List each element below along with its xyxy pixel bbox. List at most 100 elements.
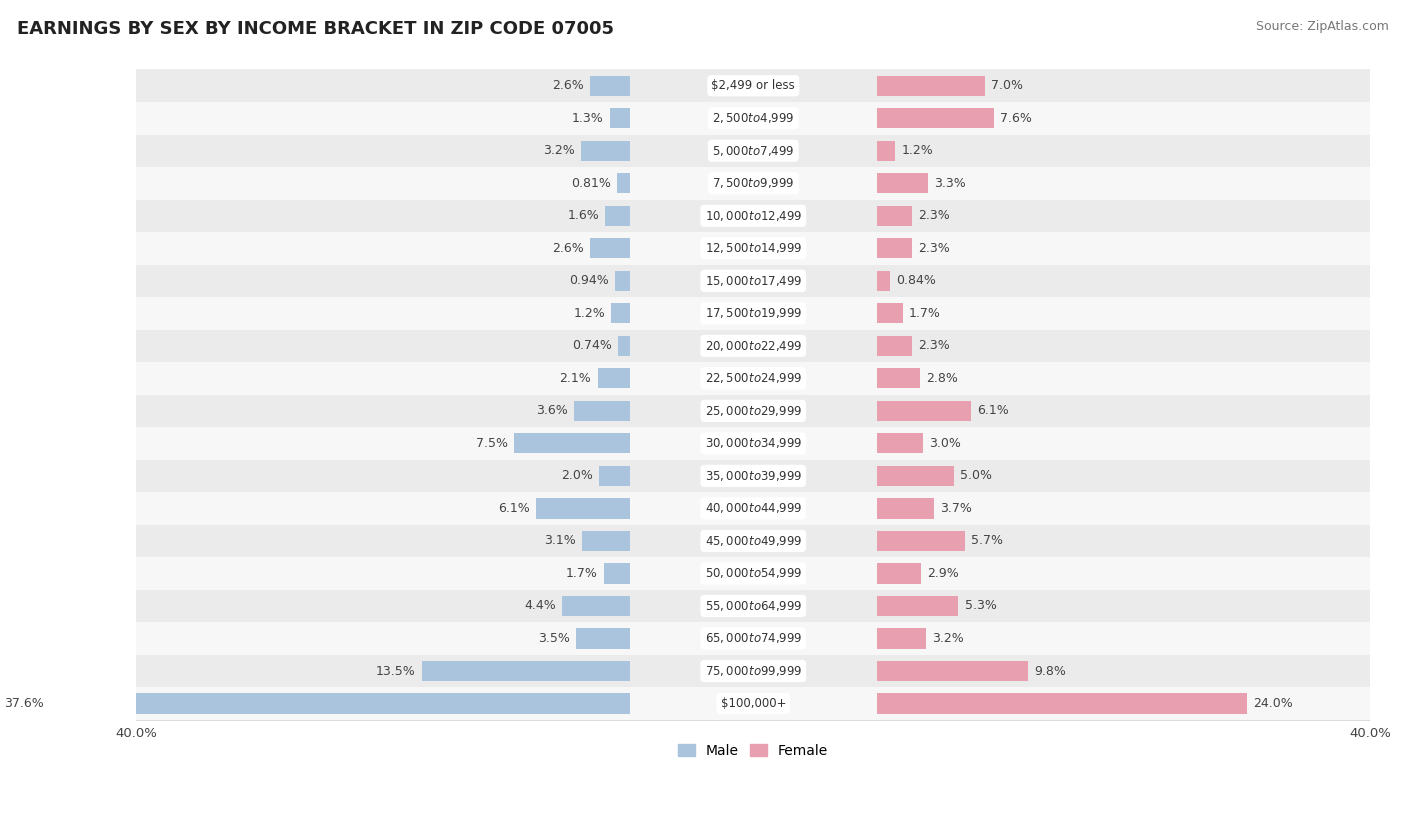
- Text: $30,000 to $34,999: $30,000 to $34,999: [704, 437, 801, 450]
- Text: 7.6%: 7.6%: [1000, 111, 1032, 124]
- Bar: [876, 498, 934, 519]
- Bar: [876, 271, 890, 291]
- Text: 1.6%: 1.6%: [567, 209, 599, 222]
- Bar: [581, 141, 630, 161]
- Text: $20,000 to $22,499: $20,000 to $22,499: [704, 339, 801, 353]
- Text: 1.2%: 1.2%: [901, 144, 934, 157]
- Text: 2.3%: 2.3%: [918, 241, 950, 254]
- Bar: [136, 362, 1369, 394]
- Bar: [876, 531, 965, 551]
- Text: 2.8%: 2.8%: [927, 372, 957, 385]
- Text: $50,000 to $54,999: $50,000 to $54,999: [704, 567, 801, 580]
- Text: 0.84%: 0.84%: [896, 274, 935, 287]
- Text: $7,500 to $9,999: $7,500 to $9,999: [711, 176, 794, 190]
- Text: 3.1%: 3.1%: [544, 534, 576, 547]
- Bar: [51, 693, 630, 714]
- Text: 1.7%: 1.7%: [910, 307, 941, 320]
- Bar: [876, 596, 959, 616]
- Bar: [515, 433, 630, 454]
- Bar: [616, 271, 630, 291]
- Bar: [582, 531, 630, 551]
- Bar: [603, 563, 630, 584]
- Text: 6.1%: 6.1%: [498, 502, 530, 515]
- Text: 3.6%: 3.6%: [537, 404, 568, 417]
- Bar: [136, 589, 1369, 622]
- Bar: [136, 329, 1369, 362]
- Text: 3.7%: 3.7%: [939, 502, 972, 515]
- Bar: [136, 557, 1369, 589]
- Text: $10,000 to $12,499: $10,000 to $12,499: [704, 209, 801, 223]
- Text: $75,000 to $99,999: $75,000 to $99,999: [704, 664, 801, 678]
- Bar: [591, 76, 630, 96]
- Bar: [876, 563, 921, 584]
- Text: 7.0%: 7.0%: [991, 79, 1022, 92]
- Text: $5,000 to $7,499: $5,000 to $7,499: [711, 144, 794, 158]
- Text: $65,000 to $74,999: $65,000 to $74,999: [704, 632, 801, 646]
- Text: 1.7%: 1.7%: [565, 567, 598, 580]
- Text: $55,000 to $64,999: $55,000 to $64,999: [704, 599, 801, 613]
- Text: 9.8%: 9.8%: [1033, 664, 1066, 677]
- Text: 0.74%: 0.74%: [572, 339, 613, 352]
- Bar: [876, 661, 1028, 681]
- Bar: [619, 336, 630, 356]
- Text: $17,500 to $19,999: $17,500 to $19,999: [704, 307, 801, 320]
- Bar: [876, 173, 928, 193]
- Bar: [136, 687, 1369, 720]
- Bar: [136, 199, 1369, 232]
- Bar: [136, 69, 1369, 102]
- Bar: [136, 427, 1369, 459]
- Bar: [136, 394, 1369, 427]
- Text: 24.0%: 24.0%: [1253, 697, 1292, 710]
- Bar: [876, 368, 920, 389]
- Text: 3.0%: 3.0%: [929, 437, 960, 450]
- Text: 6.1%: 6.1%: [977, 404, 1008, 417]
- Bar: [536, 498, 630, 519]
- Text: $12,500 to $14,999: $12,500 to $14,999: [704, 241, 801, 255]
- Text: 0.81%: 0.81%: [571, 176, 612, 189]
- Text: 3.5%: 3.5%: [538, 632, 569, 645]
- Text: 37.6%: 37.6%: [4, 697, 44, 710]
- Text: $22,500 to $24,999: $22,500 to $24,999: [704, 372, 801, 385]
- Text: $40,000 to $44,999: $40,000 to $44,999: [704, 502, 801, 515]
- Bar: [876, 401, 970, 421]
- Text: $15,000 to $17,499: $15,000 to $17,499: [704, 274, 801, 288]
- Text: 2.3%: 2.3%: [918, 209, 950, 222]
- Bar: [876, 206, 912, 226]
- Bar: [876, 336, 912, 356]
- Text: 5.7%: 5.7%: [970, 534, 1002, 547]
- Text: 5.0%: 5.0%: [960, 469, 991, 482]
- Bar: [562, 596, 630, 616]
- Text: 1.2%: 1.2%: [574, 307, 605, 320]
- Bar: [591, 238, 630, 259]
- Bar: [136, 232, 1369, 264]
- Text: 2.3%: 2.3%: [918, 339, 950, 352]
- Text: 4.4%: 4.4%: [524, 599, 555, 612]
- Text: 3.2%: 3.2%: [932, 632, 965, 645]
- Text: 1.3%: 1.3%: [572, 111, 603, 124]
- Text: 7.5%: 7.5%: [477, 437, 508, 450]
- Text: 5.3%: 5.3%: [965, 599, 997, 612]
- Bar: [575, 401, 630, 421]
- Text: $100,000+: $100,000+: [720, 697, 786, 710]
- Bar: [136, 654, 1369, 687]
- Bar: [876, 628, 927, 649]
- Bar: [876, 693, 1247, 714]
- Text: 0.94%: 0.94%: [569, 274, 609, 287]
- Bar: [876, 108, 994, 128]
- Bar: [136, 622, 1369, 654]
- Bar: [136, 297, 1369, 329]
- Bar: [610, 108, 630, 128]
- Bar: [136, 459, 1369, 492]
- Bar: [136, 524, 1369, 557]
- Bar: [136, 167, 1369, 199]
- Bar: [599, 466, 630, 486]
- Bar: [422, 661, 630, 681]
- Text: 13.5%: 13.5%: [375, 664, 416, 677]
- Bar: [876, 76, 984, 96]
- Bar: [876, 466, 953, 486]
- Bar: [617, 173, 630, 193]
- Text: 2.0%: 2.0%: [561, 469, 593, 482]
- Text: 2.6%: 2.6%: [553, 241, 583, 254]
- Bar: [576, 628, 630, 649]
- Text: $2,500 to $4,999: $2,500 to $4,999: [711, 111, 794, 125]
